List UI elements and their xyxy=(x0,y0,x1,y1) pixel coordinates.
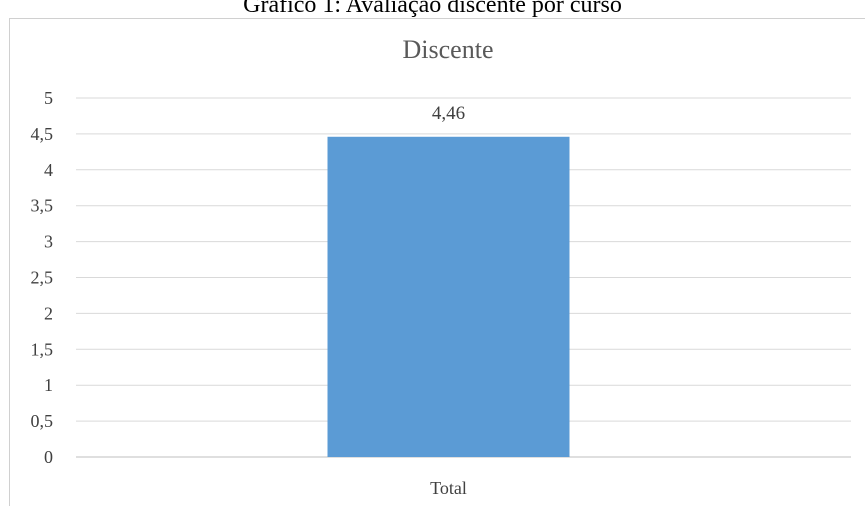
y-tick-label: 0 xyxy=(44,447,53,467)
y-tick-label: 0,5 xyxy=(31,411,54,431)
y-tick-label: 3 xyxy=(44,232,53,252)
y-tick-label: 1,5 xyxy=(31,339,54,359)
y-tick-label: 4,5 xyxy=(31,124,54,144)
y-tick-label: 1 xyxy=(44,375,53,395)
figure-caption: Gráfico 1: Avaliação discente por curso xyxy=(243,0,622,18)
chart-title: Discente xyxy=(403,35,494,64)
bar-total xyxy=(327,136,570,457)
y-tick-label: 5 xyxy=(44,88,53,108)
y-tick-label: 2,5 xyxy=(31,268,54,288)
y-tick-label: 3,5 xyxy=(31,196,54,216)
y-tick-label: 2 xyxy=(44,303,53,323)
x-category-label: Total xyxy=(430,478,467,498)
y-tick-label: 4 xyxy=(44,160,53,180)
data-label: 4,46 xyxy=(432,103,465,124)
